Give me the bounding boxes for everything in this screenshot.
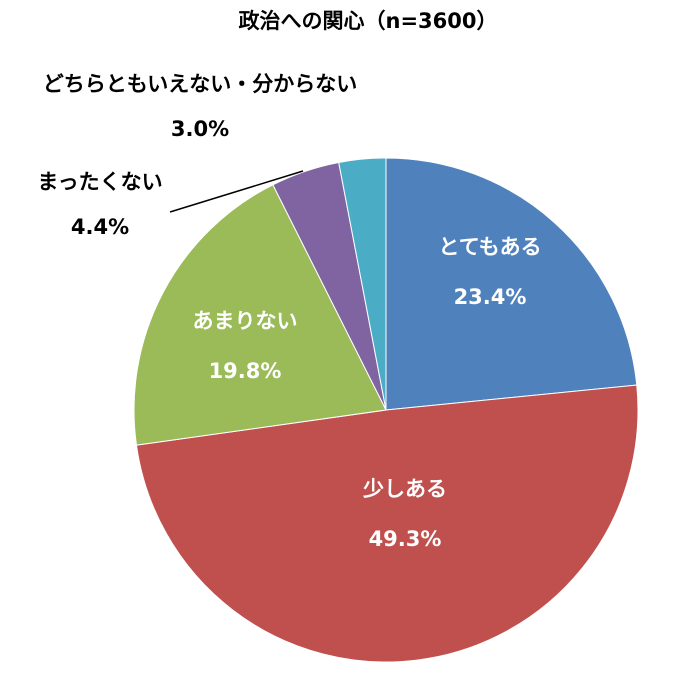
category-label: あまりない bbox=[193, 309, 298, 333]
category-label: どちらともいえない・分からない bbox=[43, 72, 358, 96]
leader-line bbox=[169, 170, 304, 213]
pie-slice bbox=[385, 157, 638, 411]
value-label: 23.4% bbox=[454, 285, 527, 309]
category-label: 少しある bbox=[362, 477, 447, 501]
pie-slice bbox=[135, 384, 639, 663]
category-label: まったくない bbox=[37, 170, 162, 194]
value-label: 49.3% bbox=[369, 527, 442, 551]
value-label: 4.4% bbox=[71, 215, 129, 239]
value-label: 3.0% bbox=[171, 117, 229, 141]
category-label: とてもある bbox=[438, 235, 541, 259]
pie-slice bbox=[338, 157, 387, 411]
chart-title: 政治への関心（n=3600） bbox=[239, 9, 498, 33]
pie-slice bbox=[133, 184, 387, 446]
value-label: 19.8% bbox=[209, 359, 282, 383]
